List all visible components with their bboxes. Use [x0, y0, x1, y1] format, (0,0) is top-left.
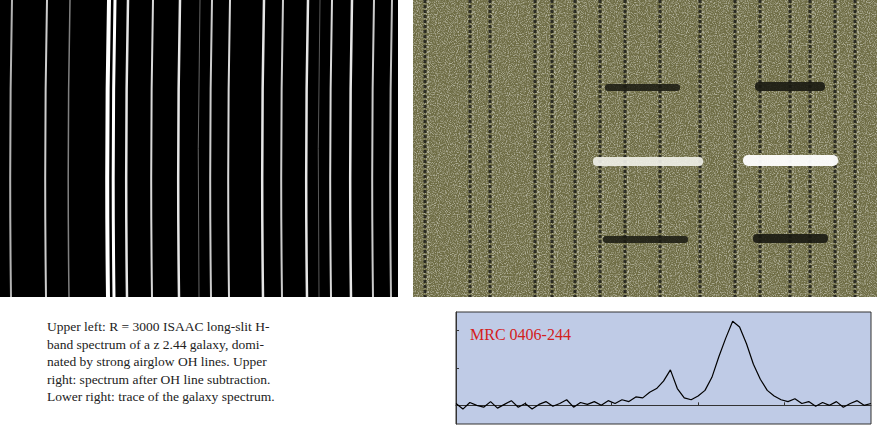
svg-text:MRC 0406-244: MRC 0406-244 [470, 326, 571, 343]
html-text:band spectrum of a z 2.44 gala: band spectrum of a z 2.44 galaxy, domi- [47, 336, 264, 352]
html-text:right: spectrum after OH line: right: spectrum after OH line subtractio… [47, 371, 271, 387]
html-text:nated by strong airglow OH lin: nated by strong airglow OH lines. Upper [47, 354, 267, 369]
html-text:Upper left: R = 3000 ISAAC lon: Upper left: R = 3000 ISAAC long-slit H- [47, 319, 270, 334]
html-text:Lower right: trace of the gala: Lower right: trace of the galaxy spectru… [47, 389, 275, 404]
